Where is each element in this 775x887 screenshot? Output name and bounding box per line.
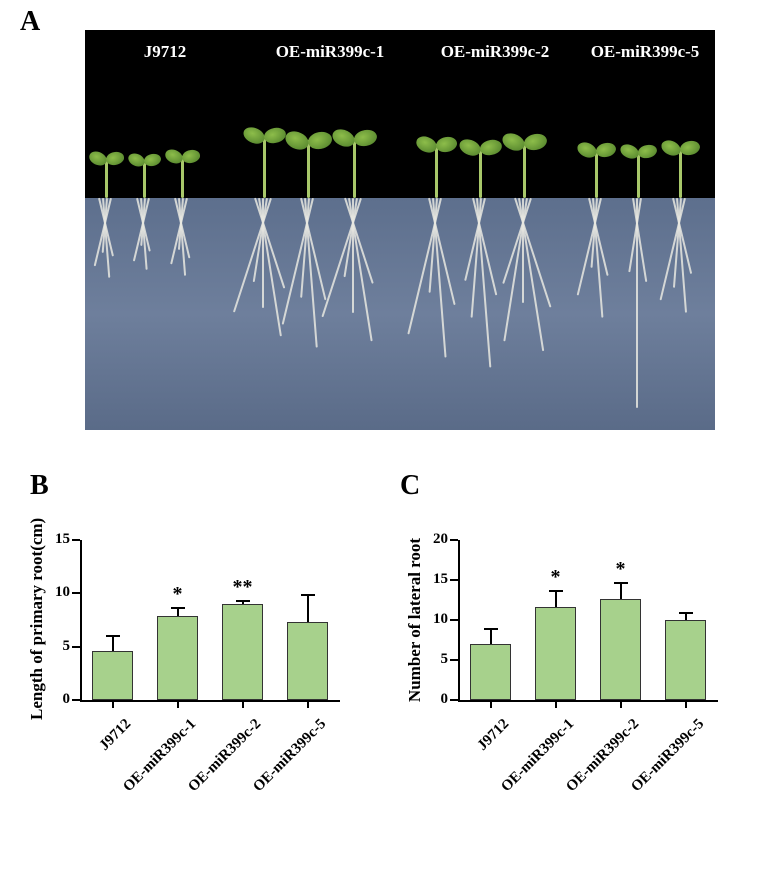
- panel-a-photo: J9712 OE-miR399c-1 OE-miR399c-2 OE-miR39…: [85, 30, 715, 430]
- error-cap: [171, 607, 185, 609]
- bar: [665, 620, 705, 700]
- seedling-stem: [637, 152, 640, 198]
- y-tick: [450, 699, 458, 701]
- photo-label: J9712: [85, 42, 245, 62]
- y-tick-label: 5: [40, 638, 70, 655]
- y-tick-label: 5: [418, 651, 448, 668]
- y-tick: [72, 699, 80, 701]
- error-cap: [679, 612, 693, 614]
- bar: [600, 599, 640, 700]
- error-whisker: [620, 582, 622, 599]
- seedling-stem: [105, 158, 108, 198]
- seedling-stem: [435, 144, 438, 198]
- y-tick: [450, 579, 458, 581]
- error-whisker: [112, 635, 114, 651]
- x-tick: [112, 700, 114, 708]
- photo-label: OE-miR399c-1: [245, 42, 415, 62]
- bar: [470, 644, 510, 700]
- seedling-stem: [595, 150, 598, 198]
- chart-lateral-root: Number of lateral root 05101520J9712*OE-…: [400, 510, 740, 860]
- error-cap: [549, 590, 563, 592]
- seedling-stem: [479, 148, 482, 198]
- chart-primary-root: Length of primary root(cm) 051015J9712*O…: [22, 510, 362, 860]
- seedling-stem: [679, 148, 682, 198]
- panel-label-c: C: [400, 470, 420, 502]
- x-tick: [685, 700, 687, 708]
- seedling-stem: [307, 140, 310, 198]
- significance-marker: *: [158, 583, 198, 606]
- panel-label-a: A: [20, 6, 40, 38]
- y-tick-label: 15: [40, 531, 70, 548]
- y-tick-label: 15: [418, 571, 448, 588]
- x-axis: [80, 700, 340, 702]
- error-cap: [614, 582, 628, 584]
- photo-label: OE-miR399c-5: [575, 42, 715, 62]
- seedling-stem: [353, 138, 356, 198]
- significance-marker: **: [223, 576, 263, 599]
- bar: [222, 604, 262, 700]
- error-whisker: [490, 628, 492, 644]
- y-tick: [72, 539, 80, 541]
- y-tick-label: 10: [418, 611, 448, 628]
- significance-marker: *: [601, 558, 641, 581]
- error-cap: [484, 628, 498, 630]
- y-tick: [450, 619, 458, 621]
- error-cap: [236, 600, 250, 602]
- seedling-stem: [263, 136, 266, 198]
- seedling-stem: [181, 156, 184, 198]
- photo-group-labels: J9712 OE-miR399c-1 OE-miR399c-2 OE-miR39…: [85, 42, 715, 62]
- error-whisker: [555, 590, 557, 607]
- x-tick: [242, 700, 244, 708]
- error-whisker: [307, 594, 309, 622]
- y-tick: [72, 646, 80, 648]
- error-cap: [106, 635, 120, 637]
- x-tick: [620, 700, 622, 708]
- y-axis: [458, 540, 460, 700]
- chart-b-ylabel: Length of primary root(cm): [27, 520, 47, 720]
- y-tick-label: 0: [418, 691, 448, 708]
- error-cap: [301, 594, 315, 596]
- x-tick: [307, 700, 309, 708]
- bar: [92, 651, 132, 700]
- x-tick: [177, 700, 179, 708]
- panel-label-b: B: [30, 470, 49, 502]
- bar: [287, 622, 327, 700]
- y-tick-label: 0: [40, 691, 70, 708]
- bar: [535, 607, 575, 700]
- x-tick: [555, 700, 557, 708]
- seedling-stem: [523, 142, 526, 198]
- seedling-stem: [143, 160, 146, 198]
- y-tick: [72, 592, 80, 594]
- x-axis: [458, 700, 718, 702]
- y-tick-label: 20: [418, 531, 448, 548]
- x-tick: [490, 700, 492, 708]
- bar: [157, 616, 197, 700]
- photo-label: OE-miR399c-2: [415, 42, 575, 62]
- y-tick-label: 10: [40, 584, 70, 601]
- y-axis: [80, 540, 82, 700]
- y-tick: [450, 539, 458, 541]
- y-tick: [450, 659, 458, 661]
- significance-marker: *: [536, 566, 576, 589]
